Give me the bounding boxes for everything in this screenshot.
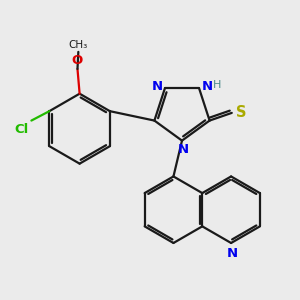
Text: N: N [177,143,188,156]
Text: S: S [236,104,247,119]
Text: N: N [151,80,162,93]
Text: Cl: Cl [15,123,29,136]
Text: H: H [213,80,221,90]
Text: O: O [72,54,83,67]
Text: N: N [226,247,238,260]
Text: N: N [202,80,213,93]
Text: CH₃: CH₃ [69,40,88,50]
